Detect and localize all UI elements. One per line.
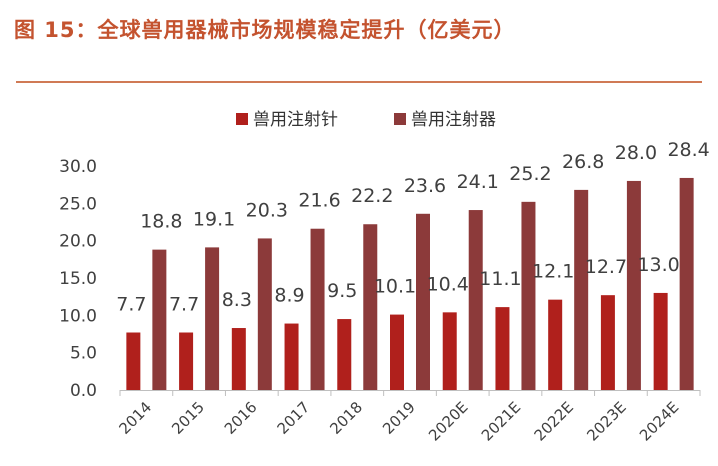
bar-2-2014: [152, 249, 167, 390]
bar-2-2020E: [468, 210, 483, 390]
data-label: 24.1: [457, 171, 499, 193]
bar-1-2016: [231, 328, 246, 390]
data-label: 7.7: [169, 294, 199, 316]
legend-label-1: 兽用注射针: [253, 110, 338, 130]
bar-1-2018: [337, 319, 352, 390]
legend-swatch-2: [394, 113, 406, 125]
data-label: 13.0: [637, 254, 679, 276]
bar-1-2024E: [653, 292, 668, 390]
data-label: 12.7: [585, 256, 627, 278]
data-label: 22.2: [351, 185, 393, 207]
y-tick-label: 20.0: [59, 232, 97, 252]
data-label: 25.2: [509, 163, 551, 185]
bar-2-2016: [257, 238, 272, 390]
data-label: 10.4: [427, 273, 469, 295]
data-label: 23.6: [404, 175, 446, 197]
data-label: 18.8: [140, 211, 182, 233]
x-tick-label: 2015: [168, 398, 208, 438]
legend-swatch-1: [236, 113, 248, 125]
y-axis: 0.0 5.0 10.0 15.0 20.0 25.0 30.0: [59, 157, 97, 401]
bar-2-2024E: [679, 177, 694, 390]
data-label: 19.1: [193, 208, 235, 230]
bar-1-2023E: [600, 295, 615, 390]
legend-label-2: 兽用注射器: [411, 110, 496, 130]
bar-1-2015: [179, 332, 194, 390]
data-label: 8.9: [274, 285, 304, 307]
x-tick-label: 2021E: [478, 398, 524, 444]
bar-1-2014: [126, 332, 141, 390]
bar-1-2022E: [548, 299, 563, 390]
data-label: 28.4: [667, 139, 709, 161]
bar-1-2017: [284, 323, 299, 390]
bar-1-2021E: [495, 307, 510, 390]
x-tick-label: 2023E: [583, 398, 629, 444]
bar-series: [126, 177, 694, 390]
x-axis: 2014 2015 2016 2017 2018 2019 2020E 2021E 2022E 2…: [115, 390, 701, 445]
bar-2-2021E: [521, 201, 536, 390]
x-tick-label: 2018: [326, 398, 366, 438]
bar-2-2018: [363, 224, 378, 390]
y-tick-label: 5.0: [70, 344, 97, 364]
figure-title: 图 15：全球兽用器械市场规模稳定提升（亿美元）: [14, 18, 516, 42]
data-label: 7.7: [116, 294, 146, 316]
bar-2-2017: [310, 228, 325, 390]
data-label: 28.0: [615, 142, 657, 164]
data-label: 9.5: [327, 280, 357, 302]
data-label: 8.3: [222, 289, 252, 311]
bar-2-2023E: [626, 180, 641, 390]
data-label: 26.8: [562, 151, 604, 173]
bar-2-2015: [205, 247, 220, 390]
data-label: 11.1: [479, 268, 521, 290]
title-divider: [16, 81, 702, 83]
x-tick-label: 2019: [379, 398, 419, 438]
y-tick-label: 30.0: [59, 157, 97, 177]
data-label: 12.1: [532, 261, 574, 283]
y-tick-label: 15.0: [59, 269, 97, 289]
y-tick-label: 10.0: [59, 306, 97, 326]
data-label: 10.1: [374, 276, 416, 298]
x-tick-label: 2022E: [531, 398, 577, 444]
data-labels: 7.7 18.8 7.7 19.1 8.3 20.3 8.9 21.6 9.5 22.2 10.1 2…: [116, 139, 710, 316]
x-tick-label: 2020E: [425, 398, 471, 444]
x-tick-label: 2014: [115, 398, 155, 438]
data-label: 20.3: [246, 199, 288, 221]
x-tick-label: 2016: [221, 398, 261, 438]
x-tick-label: 2024E: [636, 398, 682, 444]
x-tick-label: 2017: [274, 398, 314, 438]
bar-2-2022E: [574, 189, 589, 390]
bar-1-2020E: [442, 312, 457, 390]
y-tick-label: 25.0: [59, 194, 97, 214]
data-label: 21.6: [298, 190, 340, 212]
bar-1-2019: [390, 314, 404, 390]
bar-2-2019: [416, 213, 430, 390]
chart-legend: 兽用注射针 兽用注射器: [236, 110, 496, 130]
y-tick-label: 0.0: [70, 381, 97, 401]
